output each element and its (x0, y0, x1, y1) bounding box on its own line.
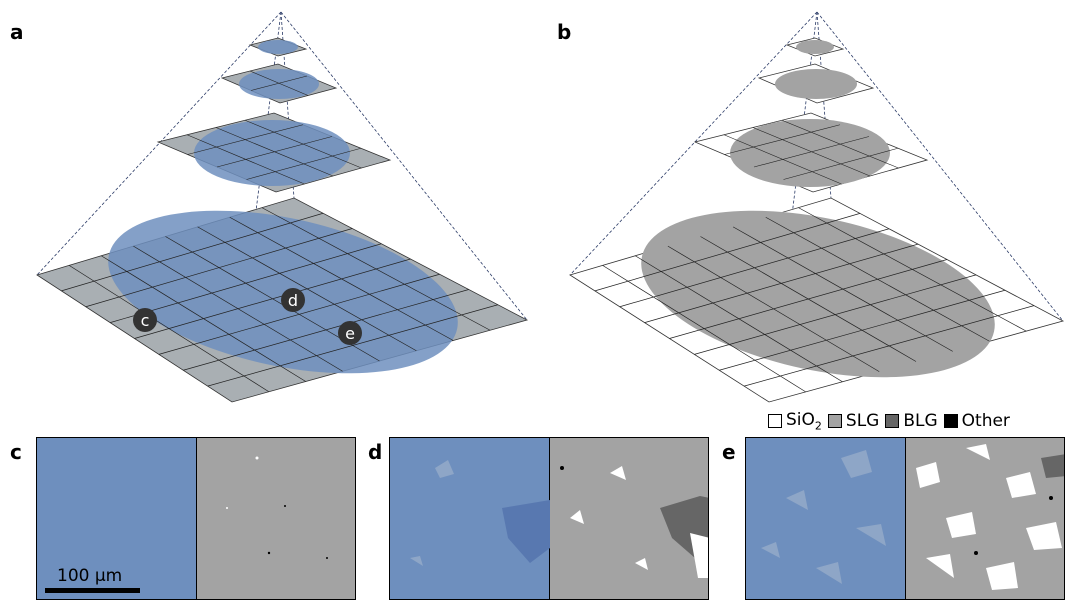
legend-sio2-label: SiO2 (786, 410, 822, 433)
zoom-e-classified (905, 438, 1064, 599)
legend-slg-swatch (827, 414, 842, 429)
grid-line (246, 147, 362, 180)
zoom-d-optical-features (410, 460, 550, 566)
scalebar-bar (45, 588, 140, 593)
grid-line (158, 273, 440, 355)
legend: SiO2 SLG BLG Other (768, 410, 1010, 432)
grid-line (261, 207, 491, 331)
pyramid-optical-figure: c d e (36, 11, 529, 403)
grid-line (197, 226, 417, 352)
pyramid-layer-3 (220, 63, 338, 104)
pyramid-b-layer-2 (693, 112, 929, 193)
pyramid-b-layer-top (785, 37, 845, 57)
zoom-c-specks (225, 456, 328, 559)
pyramid-layer-bottom (36, 197, 529, 403)
panel-label-a: a (10, 20, 24, 44)
pyramid-b-layer-3 (757, 63, 875, 104)
zoom-e-optical (746, 438, 906, 599)
zoom-d-classified-features (559, 466, 708, 578)
grid-line (244, 119, 362, 169)
zoom-e-optical-features (761, 450, 886, 584)
zoom-e-classified-features (915, 444, 1064, 590)
panel-label-d: d (368, 440, 383, 464)
marker-d: d (281, 288, 305, 312)
grid-line (781, 119, 899, 169)
zoom-c-optical: 100 µm (37, 438, 197, 599)
grid-line (250, 75, 308, 91)
zoom-d-optical (390, 438, 550, 599)
grid-line (694, 274, 977, 355)
pyramid-layer-top (248, 37, 308, 57)
pyramid-classified-figure (569, 11, 1065, 403)
grid-line (207, 304, 498, 387)
legend-slg-label: SLG (845, 411, 880, 432)
grid-line (753, 136, 870, 168)
grid-line (783, 147, 899, 180)
grid-line (719, 289, 1006, 371)
legend-sio2-swatch (768, 414, 782, 429)
marker-e-label: e (345, 324, 355, 343)
scalebar-label: 100 µm (57, 566, 123, 586)
grid-line (732, 226, 953, 352)
panel-label-c: c (10, 440, 22, 464)
grid-line (229, 216, 454, 341)
marker-e: e (338, 321, 362, 345)
zoom-d-classified (549, 438, 708, 599)
panel-label-e: e (722, 440, 736, 464)
grid-line (134, 258, 411, 339)
zoom-panel-c: 100 µm (36, 437, 356, 600)
grid-line (798, 207, 1027, 332)
legend-other-label: Other (961, 411, 1010, 432)
grid-line (744, 305, 1035, 387)
grid-line (216, 136, 333, 168)
zoom-panel-d (389, 437, 709, 600)
marker-c-label: c (141, 311, 150, 330)
legend-blg-label: BLG (903, 411, 938, 432)
grid-line (669, 259, 948, 339)
scalebar: 100 µm (45, 566, 140, 593)
zoom-panel-e (745, 437, 1065, 600)
grid-line (183, 289, 469, 371)
legend-other-swatch (943, 414, 958, 429)
pyramid-layer-2 (156, 112, 392, 193)
marker-c: c (133, 308, 157, 332)
panel-label-b: b (557, 20, 572, 44)
pyramid-b-layer-bottom (569, 197, 1065, 403)
grid-line (765, 216, 990, 342)
zoom-c-classified (196, 438, 355, 599)
legend-blg-swatch (885, 414, 900, 429)
marker-d-label: d (288, 291, 298, 310)
